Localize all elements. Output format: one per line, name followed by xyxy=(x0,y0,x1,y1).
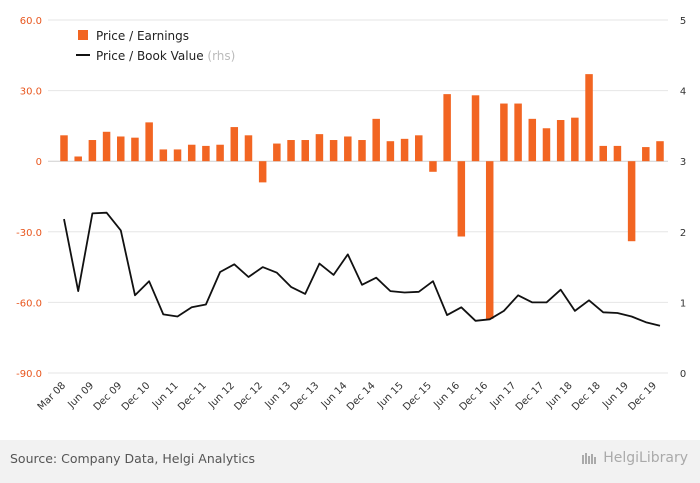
pe-bar xyxy=(301,140,309,162)
pe-bar xyxy=(216,144,224,162)
pe-bar xyxy=(429,161,437,172)
y-left-tick-label: 60.0 xyxy=(20,16,42,27)
y-right-tick-label: 1 xyxy=(680,298,686,309)
pe-bar xyxy=(528,118,537,162)
pe-bar xyxy=(74,156,82,162)
legend-bar-label: Price / Earnings xyxy=(96,29,189,43)
pe-bar xyxy=(358,140,366,162)
pe-bar xyxy=(329,140,338,162)
pe-bar xyxy=(471,95,480,162)
x-tick-label: Dec 09 xyxy=(92,380,125,413)
legend-rhs-suffix: (rhs) xyxy=(207,49,235,63)
pe-bars xyxy=(60,74,664,319)
y-right-tick-label: 0 xyxy=(680,369,686,380)
brand-logo: HelgiLibrary xyxy=(581,450,688,466)
pe-bar xyxy=(145,122,153,162)
x-tick-label: Dec 12 xyxy=(232,380,265,413)
x-tick-label: Dec 18 xyxy=(570,380,603,413)
x-tick-label: Dec 15 xyxy=(401,380,434,413)
pe-bar xyxy=(514,103,522,162)
pe-bar xyxy=(415,135,423,162)
pe-bar xyxy=(656,141,664,162)
pe-bar xyxy=(187,144,196,162)
pe-bar xyxy=(258,161,267,183)
pe-bar xyxy=(173,149,182,162)
legend-line-label-text: Price / Book Value xyxy=(96,49,204,63)
y-left-tick-label: -90.0 xyxy=(16,369,42,380)
y-axis-right: 5 4 3 2 1 0 xyxy=(680,16,686,380)
y-right-tick-label: 5 xyxy=(680,16,686,27)
pe-bar xyxy=(159,149,168,162)
pe-bar xyxy=(244,135,253,162)
x-tick-label: Dec 16 xyxy=(458,380,491,413)
grid xyxy=(48,19,668,374)
pe-bar xyxy=(102,131,111,162)
pe-bar xyxy=(571,117,579,162)
x-tick-label: Dec 13 xyxy=(289,380,322,413)
pe-bar xyxy=(287,140,295,162)
pe-bar xyxy=(117,136,125,162)
y-left-tick-label: -60.0 xyxy=(16,298,42,309)
brand-name: HelgiLibrary xyxy=(603,450,688,466)
y-right-tick-label: 3 xyxy=(680,157,686,168)
pe-bar xyxy=(613,145,622,162)
source-text: Source: Company Data, Helgi Analytics xyxy=(10,451,256,466)
legend-line-label: Price / Book Value (rhs) xyxy=(96,49,235,63)
y-axis-left: 60.0 30.0 0 -30.0 -60.0 -90.0 xyxy=(16,16,42,380)
chart: 60.0 30.0 0 -30.0 -60.0 -90.0 5 4 3 2 1 0 Mar 08Ju… xyxy=(16,16,686,413)
x-tick-label: Dec 14 xyxy=(345,380,378,413)
pe-bar xyxy=(88,140,97,162)
y-left-tick-label: 0 xyxy=(36,157,42,168)
pe-bar xyxy=(202,145,210,162)
pe-bar xyxy=(400,138,409,162)
pe-bar xyxy=(485,161,494,319)
x-tick-label: Dec 17 xyxy=(514,380,547,413)
pe-bar xyxy=(500,103,508,162)
pe-bar xyxy=(273,143,281,162)
pe-bar xyxy=(443,94,451,162)
pe-bar xyxy=(230,127,239,162)
pe-bar xyxy=(556,120,565,162)
pe-bar xyxy=(131,137,139,162)
pe-bar xyxy=(386,141,395,162)
footer: Source: Company Data, Helgi Analytics He… xyxy=(0,440,700,483)
legend-bar-swatch xyxy=(78,30,88,40)
pe-bar xyxy=(457,161,466,237)
y-left-tick-label: 30.0 xyxy=(20,87,42,98)
x-tick-label: Dec 10 xyxy=(120,380,153,413)
y-right-tick-label: 4 xyxy=(680,87,686,98)
pe-bar xyxy=(315,134,324,162)
pe-bar xyxy=(642,147,650,162)
pe-bar xyxy=(627,161,636,242)
pe-bar xyxy=(585,74,593,162)
y-left-tick-label: -30.0 xyxy=(16,228,42,239)
x-tick-label: Dec 19 xyxy=(626,380,659,413)
pe-bar xyxy=(372,118,380,162)
legend: Price / Earnings Price / Book Value (rhs… xyxy=(76,29,235,63)
pe-bar xyxy=(60,135,68,162)
x-tick-label: Mar 08 xyxy=(36,380,68,412)
pe-bar xyxy=(542,128,551,162)
x-tick-label: Dec 11 xyxy=(176,380,209,413)
pbv-line-path xyxy=(63,211,661,327)
pe-bar xyxy=(344,136,352,162)
library-icon xyxy=(582,453,597,464)
y-right-tick-label: 2 xyxy=(680,228,686,239)
pbv-line xyxy=(63,211,661,327)
pe-bar xyxy=(599,145,607,162)
